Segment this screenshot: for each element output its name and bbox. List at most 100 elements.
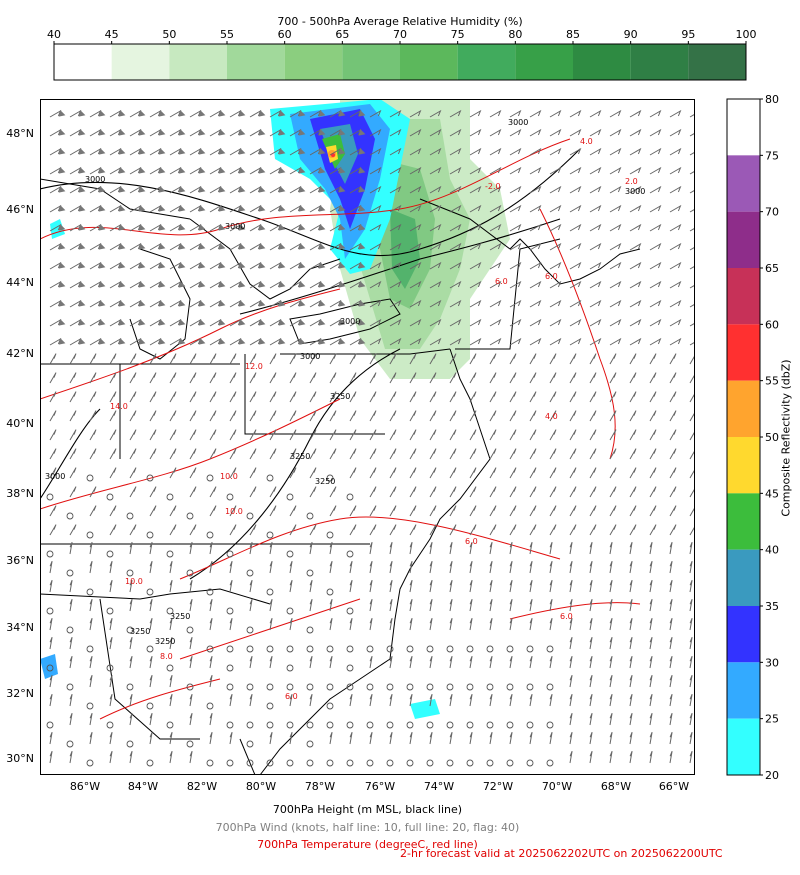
wind-flag	[198, 166, 206, 174]
calm-wind-circle	[306, 512, 314, 520]
wind-barb	[609, 637, 613, 650]
wind-barb	[649, 242, 662, 251]
wind-barb	[169, 580, 173, 593]
wind-barb	[89, 542, 93, 555]
wind-barb	[49, 429, 57, 441]
wind-barb	[429, 318, 442, 327]
wind-barb	[569, 185, 582, 194]
latitude-label: 32°N	[6, 687, 34, 700]
calm-wind-circle	[126, 512, 134, 520]
wind-barb	[569, 505, 577, 517]
rh-tick-label: 70	[393, 28, 407, 41]
wind-barb	[689, 322, 695, 327]
wind-barb	[409, 242, 422, 251]
wind-barb	[89, 429, 97, 441]
wind-barb	[669, 147, 682, 156]
wind-barb	[449, 299, 462, 308]
wind-barb	[349, 372, 357, 384]
calm-wind-circle	[546, 645, 554, 653]
rh-color-segment	[169, 44, 227, 80]
wind-barb	[509, 410, 517, 422]
wind-barb	[189, 599, 193, 612]
wind-flag	[118, 337, 126, 345]
wind-barb	[509, 353, 517, 365]
wind-barb	[409, 185, 422, 194]
wind-barb	[449, 580, 453, 593]
calm-wind-circle	[466, 759, 474, 767]
wind-flag	[238, 185, 246, 193]
calm-wind-circle	[126, 569, 134, 577]
wind-legend-label: 700hPa Wind (knots, half line: 10, full …	[215, 821, 520, 834]
wind-flag	[218, 204, 226, 212]
wind-barb	[629, 694, 633, 707]
wind-barb	[569, 299, 582, 308]
wind-flag	[278, 242, 286, 250]
calm-wind-circle	[506, 721, 514, 729]
wind-barb	[549, 318, 562, 327]
wind-barb	[389, 318, 402, 327]
wind-barb	[409, 410, 417, 422]
wind-barb	[569, 147, 582, 156]
wind-flag	[178, 242, 186, 250]
wind-barb	[149, 732, 153, 745]
wind-barb	[69, 353, 77, 365]
wind-barb	[589, 505, 597, 517]
wind-barb	[329, 561, 333, 574]
calm-wind-circle	[526, 683, 534, 691]
rh-color-segment	[688, 44, 746, 80]
wind-barb	[569, 166, 582, 175]
wind-barb	[509, 694, 513, 707]
wind-flag	[258, 299, 266, 307]
wind-barb	[569, 128, 582, 137]
wind-barb	[629, 524, 637, 536]
wind-flag	[98, 147, 106, 155]
wind-flag	[298, 242, 306, 250]
wind-barb	[349, 410, 357, 422]
wind-barb	[329, 410, 337, 422]
wind-barb	[249, 524, 257, 536]
rh-color-segment	[457, 44, 516, 80]
wind-barb	[389, 280, 402, 289]
wind-flag	[278, 185, 286, 193]
wind-barb	[209, 732, 213, 745]
wind-flag	[278, 166, 286, 174]
wind-barb	[589, 429, 597, 441]
calm-wind-circle	[326, 474, 334, 482]
wind-barb	[509, 561, 513, 574]
longitude-label: 76°W	[364, 780, 396, 793]
wind-barb	[469, 280, 482, 289]
wind-flag	[98, 318, 106, 326]
wind-flag	[58, 128, 66, 136]
wind-barb	[229, 694, 233, 707]
wind-barb	[589, 204, 602, 213]
wind-barb	[469, 128, 482, 137]
wind-flag	[358, 261, 366, 269]
temperature-contour-label: -2.0	[485, 182, 501, 191]
wind-flag	[98, 242, 106, 250]
wind-barb	[49, 505, 57, 517]
latitude-label: 34°N	[6, 621, 34, 634]
wind-barb	[429, 542, 433, 555]
calm-wind-circle	[266, 474, 274, 482]
wind-barb	[189, 694, 193, 707]
wind-barb	[469, 618, 473, 631]
wind-flag	[58, 223, 66, 231]
wind-barb	[369, 299, 382, 308]
wind-barb	[309, 656, 313, 669]
wind-flag	[298, 166, 306, 174]
wind-barb	[209, 542, 213, 555]
wind-barb	[209, 599, 213, 612]
temperature-contour-label: 12.0	[245, 362, 263, 371]
wind-barb	[449, 505, 457, 517]
wind-flag	[358, 242, 366, 250]
wind-barb	[669, 448, 677, 460]
wind-barb	[329, 599, 333, 612]
wind-flag	[238, 223, 246, 231]
wind-barb	[49, 694, 53, 707]
wind-barb	[589, 599, 593, 612]
wind-barb	[669, 280, 682, 289]
wind-barb	[49, 467, 57, 479]
calm-wind-circle	[106, 721, 114, 729]
wind-barb	[449, 391, 457, 403]
wind-barb	[89, 372, 97, 384]
